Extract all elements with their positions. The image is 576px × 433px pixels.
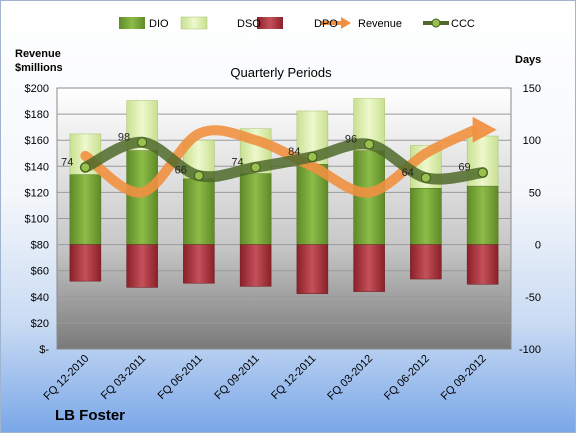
right-tick-label: 150 bbox=[523, 83, 541, 95]
ccc-marker bbox=[193, 170, 204, 181]
ccc-value-label: 74 bbox=[61, 156, 73, 168]
left-tick-label: $40 bbox=[31, 292, 49, 304]
left-tick-label: $100 bbox=[25, 214, 49, 226]
ccc-value-label: 96 bbox=[345, 133, 357, 145]
legend-swatch-dso bbox=[180, 16, 208, 30]
revenue-arrowhead bbox=[472, 116, 497, 143]
right-axis-title: Days bbox=[515, 54, 541, 66]
dpo-bar bbox=[353, 244, 385, 292]
legend-label-dpo: DPO bbox=[314, 18, 338, 30]
ccc-value-label: 69 bbox=[458, 162, 470, 174]
legend-label-revenue: Revenue bbox=[358, 18, 402, 30]
left-tick-label: $180 bbox=[25, 109, 49, 121]
dpo-bar bbox=[126, 244, 158, 288]
legend-label-ccc: CCC bbox=[451, 18, 475, 30]
dpo-bar bbox=[183, 244, 215, 284]
right-tick-label: 100 bbox=[523, 135, 541, 147]
category-label: FQ 12-2010 bbox=[42, 353, 92, 403]
category-label: FQ 06-2011 bbox=[156, 353, 205, 402]
dio-bar bbox=[69, 174, 102, 245]
right-tick-label: 50 bbox=[529, 187, 541, 199]
company-name: LB Foster bbox=[55, 407, 125, 424]
left-tick-label: $120 bbox=[25, 187, 49, 199]
right-tick-label: -100 bbox=[519, 344, 541, 356]
left-tick-label: $160 bbox=[25, 135, 49, 147]
legend-arrow-revenue bbox=[341, 17, 351, 29]
left-tick-label: $20 bbox=[31, 318, 49, 330]
ccc-value-label: 74 bbox=[231, 156, 243, 168]
ccc-value-label: 98 bbox=[118, 131, 130, 143]
category-label: FQ 03-2011 bbox=[99, 353, 148, 402]
ccc-value-label: 64 bbox=[402, 167, 414, 179]
legend-swatch-dpo bbox=[257, 17, 283, 29]
category-label: FQ 03-2012 bbox=[325, 353, 375, 403]
dpo-bar bbox=[239, 244, 272, 287]
category-label: FQ 09-2011 bbox=[212, 353, 261, 402]
right-tick-label: -50 bbox=[525, 292, 541, 304]
left-tick-label: $140 bbox=[25, 161, 49, 173]
legend-marker-ccc bbox=[431, 18, 441, 28]
left-axis-title-line2: $millions bbox=[15, 62, 63, 74]
dpo-bar bbox=[69, 244, 102, 282]
ccc-marker bbox=[477, 167, 488, 178]
ccc-value-label: 66 bbox=[175, 165, 187, 177]
left-tick-label: $60 bbox=[31, 266, 49, 278]
chart-title: Quarterly Periods bbox=[230, 65, 332, 80]
legend-swatch-dio bbox=[119, 17, 145, 29]
left-tick-label: $- bbox=[39, 344, 49, 356]
ccc-marker bbox=[364, 139, 375, 150]
dpo-bar bbox=[466, 244, 499, 285]
dio-bar bbox=[353, 150, 385, 245]
left-tick-label: $200 bbox=[25, 83, 49, 95]
ccc-marker bbox=[250, 162, 261, 173]
category-label: FQ 09-2012 bbox=[439, 353, 489, 403]
dio-bar bbox=[183, 178, 215, 245]
ccc-marker bbox=[420, 172, 431, 183]
dio-bar bbox=[410, 187, 442, 245]
dpo-bar bbox=[410, 244, 442, 280]
left-tick-label: $80 bbox=[31, 240, 49, 252]
right-tick-label: 0 bbox=[535, 240, 541, 252]
category-label: FQ 06-2012 bbox=[382, 353, 432, 403]
revenue-line bbox=[80, 125, 478, 198]
dio-bar bbox=[466, 185, 499, 245]
ccc-marker bbox=[307, 151, 318, 162]
legend-label-dso: DSO bbox=[237, 18, 261, 30]
dio-bar bbox=[126, 150, 158, 245]
dio-bar bbox=[239, 173, 272, 245]
legend-label-dio: DIO bbox=[149, 18, 169, 30]
dpo-bar bbox=[296, 244, 329, 294]
ccc-value-label: 84 bbox=[288, 146, 300, 158]
category-label: FQ 12-2011 bbox=[269, 353, 318, 402]
left-axis-title-line1: Revenue bbox=[15, 48, 61, 60]
ccc-marker bbox=[137, 137, 148, 148]
ccc-marker bbox=[80, 162, 91, 173]
